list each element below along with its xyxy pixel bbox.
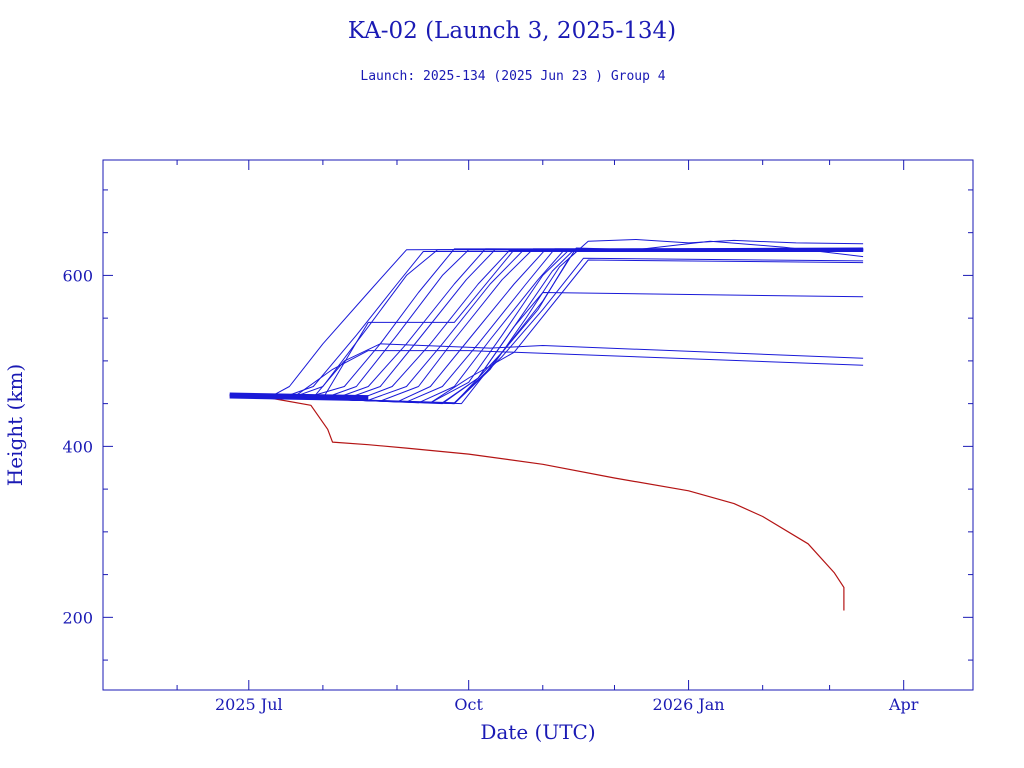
series-line-sat-08 [229,250,864,401]
series-line-sat-15 [229,249,864,405]
chart-subtitle: Launch: 2025-134 (2025 Jun 23 ) Group 4 [360,69,665,84]
series-lines [229,239,864,611]
y-tick-label: 400 [62,437,93,456]
x-tick-label: Oct [454,695,483,714]
y-tick-label: 200 [62,608,93,627]
x-tick-labels: 2025 Jul Oct 2026 Jan Apr [215,695,919,714]
x-tick-label: 2026 Jan [653,695,725,714]
axis-ticks [103,160,973,690]
chart-title: KA-02 (Launch 3, 2025-134) [348,18,676,44]
series-line-sat-24 [229,259,864,404]
y-axis-label: Height (km) [3,364,27,486]
y-tick-labels: 200 400 600 [62,266,93,627]
series-line-sat-21 [229,350,864,398]
series-line-sat-20 [229,292,864,404]
series-line-sat-18 [229,240,864,405]
x-tick-label: 2025 Jul [215,695,283,714]
series-line-reentered [229,395,845,611]
series-line-sat-14 [229,249,864,404]
y-tick-label: 600 [62,266,93,285]
series-line-sat-17 [229,239,864,405]
x-axis-label: Date (UTC) [480,720,595,744]
series-line-sat-02 [229,251,864,399]
series-line-sat-11 [229,249,864,403]
x-tick-label: Apr [888,695,919,714]
series-launch-cluster [229,392,369,402]
series-line-sat-22 [229,343,864,399]
plot-frame [102,159,974,691]
